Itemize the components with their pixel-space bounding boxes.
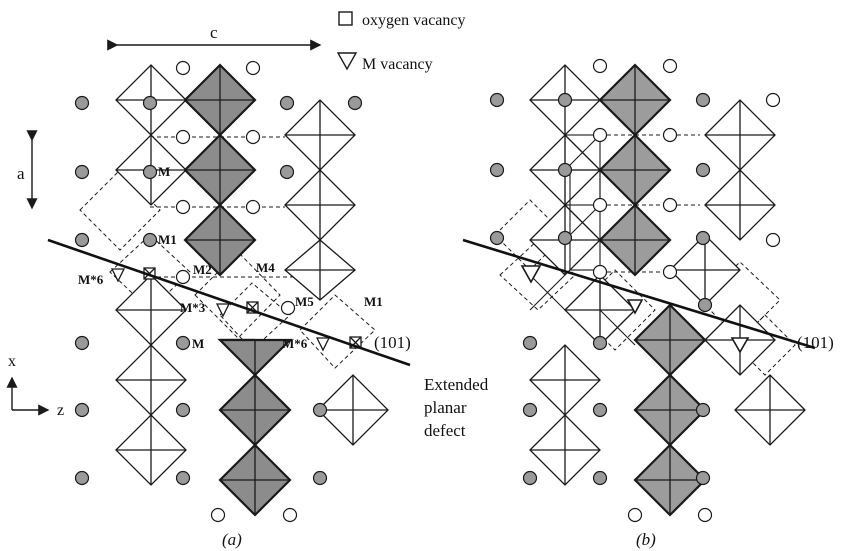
- x-direction-label: x: [8, 353, 16, 370]
- panel-a-caption: (a): [222, 530, 242, 549]
- panel-b-white-atoms: [592, 58, 781, 523]
- defect-label-line1: Extended: [424, 375, 489, 394]
- panel-b-m-vacancies: [520, 265, 750, 354]
- legend-oxygen-vacancy: oxygen vacancy: [362, 12, 466, 29]
- site-m-bottom: M: [192, 336, 204, 351]
- panel-b-grey-atoms: [489, 92, 713, 486]
- scale-markers: c a x z: [6, 23, 322, 419]
- panel-a-m-vacancies: [110, 268, 331, 352]
- m-vacancy-triangle-icon: [336, 52, 358, 71]
- site-m2: M2: [193, 262, 212, 277]
- panel-a-white-atoms: [175, 60, 298, 523]
- panel-a-right-octahedra: [284, 99, 389, 446]
- a-axis-label: a: [17, 164, 25, 183]
- panel-b: (101) (b): [462, 58, 834, 549]
- panel-b-right-octahedra: [669, 99, 806, 446]
- site-m1-right: M1: [364, 294, 383, 309]
- panel-a-left-octahedra: [115, 64, 187, 486]
- defect-label-line3: defect: [424, 421, 466, 440]
- panel-a-oxygen-vacancies: [143, 267, 362, 349]
- site-m6-right: M*6: [282, 336, 308, 351]
- panel-a-shaded-octahedra-cross: [185, 65, 290, 515]
- legend: oxygen vacancy M vacancy: [336, 11, 466, 73]
- site-m-top: M: [158, 164, 170, 179]
- panel-b-left-octahedra: [529, 64, 636, 486]
- panel-b-caption: (b): [636, 530, 656, 549]
- legend-m-vacancy: M vacancy: [362, 56, 433, 73]
- site-m5: M5: [295, 294, 314, 309]
- panel-a-grey-atoms: [74, 95, 363, 486]
- site-m1-top: M1: [158, 232, 177, 247]
- site-m6-left: M*6: [78, 272, 104, 287]
- panel-a-defect-plane-line: [47, 238, 411, 367]
- site-m3: M*3: [180, 300, 206, 315]
- panel-b-plane-label: (101): [797, 333, 834, 352]
- oxygen-vacancy-square-icon: [338, 11, 353, 26]
- defect-label-line2: planar: [424, 398, 467, 417]
- panel-a-shaded-octahedra: [183, 63, 293, 517]
- panel-b-defect-plane-line: [462, 238, 816, 350]
- panel-a: M M1 M*6 M2 M4 M*3 M5 M1 M M*6 (101) Ext…: [47, 60, 489, 549]
- c-axis-label: c: [210, 23, 218, 42]
- panel-b-shaded-octahedra-cross: [600, 65, 705, 515]
- panel-a-plane-label: (101): [374, 333, 411, 352]
- site-m4: M4: [256, 260, 275, 275]
- z-direction-label: z: [57, 402, 64, 419]
